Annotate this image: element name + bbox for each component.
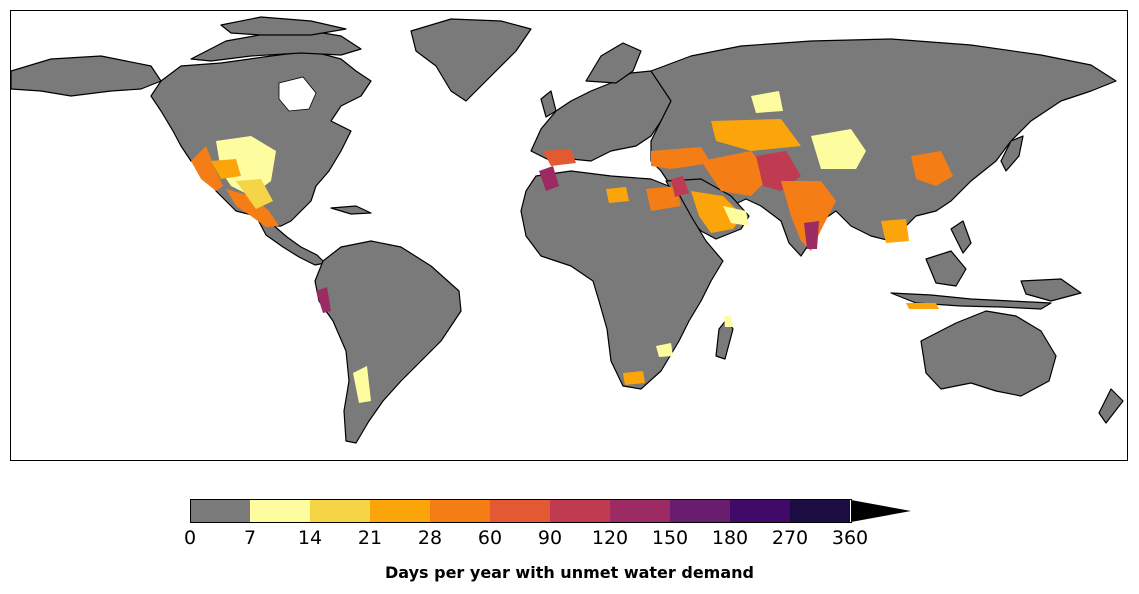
colorbar-tick-label: 360 [831,527,869,549]
region-nw-china [811,129,866,169]
region-java [906,303,939,309]
arctic-islands [220,16,347,36]
colorbar-bin [430,499,490,523]
philippines [950,220,972,254]
indonesia [890,292,1052,310]
region-arabia-south [723,206,749,226]
colorbar-tick-label: 90 [537,527,563,549]
new-guinea [1020,278,1082,302]
colorbar-tick-label: 270 [771,527,809,549]
region-north-china [911,151,953,186]
colorbar-tick-label: 0 [183,527,197,549]
colorbar-outline [190,499,852,523]
borneo [925,250,967,287]
colorbar-tick-label: 14 [297,527,323,549]
cuba [330,205,372,215]
region-argentina [353,366,371,403]
region-peru [316,287,331,313]
greenland [410,18,532,102]
region-india-south [804,221,819,249]
colorbar-bin [190,499,250,523]
legend-title: Days per year with unmet water demand [385,563,754,582]
region-sahel [606,187,629,203]
colorbar-tick-label: 180 [711,527,749,549]
region-madagascar [724,315,733,327]
japan [1000,135,1024,172]
region-central-asia [711,119,801,151]
colorbar-bin [550,499,610,523]
colorbar-tick-label: 7 [243,527,257,549]
british-isles [540,90,557,118]
colorbar-bin [310,499,370,523]
world-map [10,10,1128,461]
new-zealand [1098,388,1124,424]
region-mexico [226,189,279,227]
australia [920,310,1057,397]
colorbar-tick-label: 60 [477,527,503,549]
region-iran [701,151,771,196]
colorbar [190,499,911,523]
scandinavia [585,42,642,84]
canada-north [190,30,362,62]
region-california [191,146,223,191]
colorbar-tick-label: 28 [417,527,443,549]
colorbar-bins [190,499,850,523]
region-arizona [211,159,241,179]
region-mexico-north [236,179,273,209]
colorbar-bin [250,499,310,523]
region-arabia [691,191,743,233]
south-america [314,240,462,444]
region-north-africa [646,186,681,211]
europe [530,70,672,162]
region-morocco [539,166,559,191]
region-turkey [651,147,711,169]
colorbar-tick-label: 120 [591,527,629,549]
colorbar-bin [370,499,430,523]
region-egypt [671,176,689,197]
unmet-demand-regions [191,91,953,403]
region-southeast-asia [881,219,909,243]
world-map-svg [11,16,1124,444]
region-russia-steppe [751,91,783,113]
colorbar-overflow-arrow [851,500,911,522]
colorbar-bin [610,499,670,523]
region-zimbabwe [656,343,673,357]
colorbar-bin [790,499,850,523]
colorbar-bin [730,499,790,523]
alaska [11,55,162,97]
colorbar-bin [490,499,550,523]
hudson-bay [278,76,317,112]
colorbar-tick-label: 21 [357,527,383,549]
region-spain [543,149,576,166]
region-india [781,181,836,251]
colorbar-tick-label: 150 [651,527,689,549]
colorbar-bin [670,499,730,523]
region-south-africa [623,371,645,385]
